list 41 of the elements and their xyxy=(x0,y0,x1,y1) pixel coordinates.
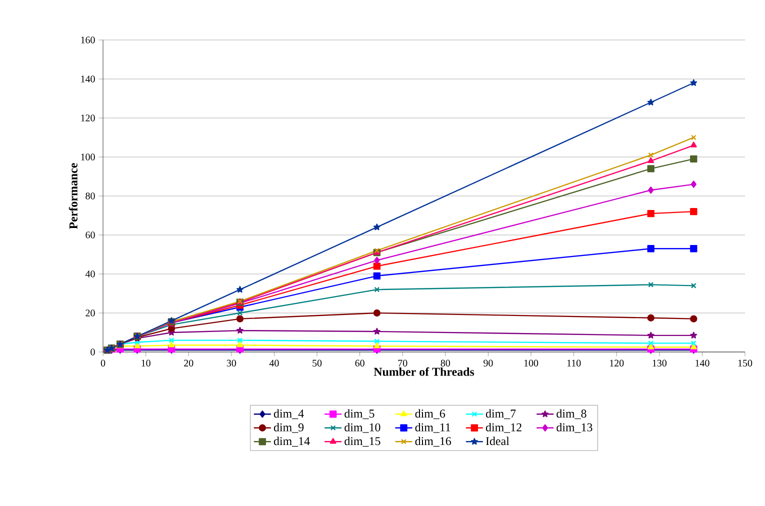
y-tick-label: 100 xyxy=(81,154,95,160)
y-tick-label: 140 xyxy=(81,76,95,82)
legend-label: dim_6 xyxy=(415,409,446,420)
x-tick-label: 30 xyxy=(226,360,236,366)
y-axis-title: Performance xyxy=(68,163,78,229)
x-tick-label: 40 xyxy=(269,360,279,366)
x-tick-label: 20 xyxy=(184,360,194,366)
x-tick-label: 150 xyxy=(738,360,752,366)
y-tick-label: 60 xyxy=(86,232,95,238)
x-tick-label: 60 xyxy=(355,360,364,366)
legend-label: dim_7 xyxy=(486,409,516,420)
x-tick-label: 80 xyxy=(440,360,450,366)
x-tick-label: 120 xyxy=(610,360,624,366)
y-tick-label: 160 xyxy=(81,36,95,44)
legend-label: dim_15 xyxy=(344,436,380,447)
x-tick-label: 110 xyxy=(567,360,581,366)
x-tick-label: 70 xyxy=(398,360,408,366)
x-tick-label: 50 xyxy=(312,360,322,366)
x-tick-label: 100 xyxy=(524,360,538,366)
x-axis-title: Number of Threads xyxy=(374,367,474,376)
x-tick-label: 10 xyxy=(142,360,150,366)
legend-label: dim_16 xyxy=(415,436,452,447)
legend-label: dim_13 xyxy=(556,422,592,433)
legend-label: dim_4 xyxy=(274,409,304,420)
legend-label: Ideal xyxy=(486,436,510,446)
y-tick-label: 20 xyxy=(86,310,95,316)
x-tick-label: 130 xyxy=(652,360,667,366)
legend-label: dim_14 xyxy=(274,436,310,447)
y-tick-label: 120 xyxy=(81,114,95,122)
legend-label: dim_9 xyxy=(274,422,304,433)
legend-label: dim_5 xyxy=(344,409,374,420)
y-tick-label: 80 xyxy=(86,192,95,200)
x-tick-label: 0 xyxy=(100,360,106,366)
x-tick-label: 90 xyxy=(484,360,493,366)
legend-label: dim_11 xyxy=(415,422,450,433)
legend-label: dim_12 xyxy=(486,422,522,433)
legend-label: dim_8 xyxy=(556,409,586,420)
x-tick-label: 140 xyxy=(696,360,710,366)
y-tick-label: 0 xyxy=(90,348,95,356)
legend-label: dim_10 xyxy=(344,422,380,433)
y-tick-label: 40 xyxy=(85,270,95,278)
